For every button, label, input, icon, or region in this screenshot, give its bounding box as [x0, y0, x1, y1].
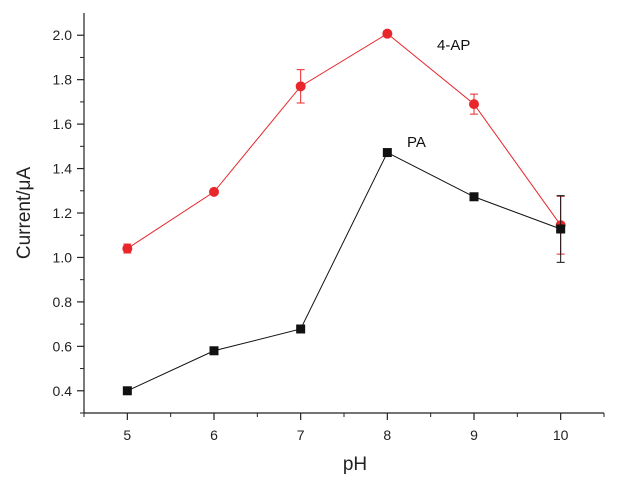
x-tick-label: 9 — [470, 427, 478, 443]
y-tick-label: 2.0 — [53, 27, 73, 43]
y-tick-label: 1.0 — [53, 249, 73, 265]
data-point-pa — [469, 192, 479, 202]
data-point-4-ap — [122, 243, 133, 254]
series-layer — [122, 28, 566, 396]
series-line-4-ap — [127, 33, 562, 249]
x-tick-label: 7 — [297, 427, 305, 443]
y-tick-label: 1.4 — [53, 161, 73, 177]
data-point-pa — [382, 148, 392, 158]
data-point-4-ap — [295, 81, 306, 92]
series-label-4-ap: 4-AP — [437, 37, 470, 54]
x-tick-label: 5 — [123, 427, 131, 443]
series-line-pa — [127, 151, 561, 392]
data-point-pa — [122, 386, 132, 396]
series-label-pa: PA — [407, 134, 426, 151]
data-point-4-ap — [209, 186, 219, 197]
y-tick-label: 1.8 — [53, 72, 73, 88]
data-point-pa — [556, 224, 566, 234]
y-tick-label: 1.2 — [53, 205, 73, 221]
y-tick-label: 0.8 — [53, 294, 73, 310]
data-point-pa — [296, 324, 306, 334]
y-tick-label: 0.4 — [53, 383, 73, 399]
axes — [83, 13, 604, 414]
x-tick-label: 8 — [383, 427, 391, 443]
y-tick-label: 0.6 — [53, 338, 73, 354]
data-point-4-ap — [382, 28, 393, 39]
y-tick-label: 1.6 — [53, 116, 73, 132]
x-ticks: 5 6 7 8 9 10 — [83, 413, 605, 443]
y-axis-title: Current/μA — [14, 167, 35, 260]
y-ticks: 0.4 0.6 0.8 1.0 1.2 1.4 1.6 1.8 2.0 — [53, 27, 84, 414]
x-tick-label: 10 — [553, 427, 569, 443]
data-point-pa — [209, 346, 219, 356]
x-axis-title: pH — [343, 454, 367, 475]
x-tick-label: 6 — [210, 427, 218, 443]
data-point-4-ap — [469, 99, 479, 110]
